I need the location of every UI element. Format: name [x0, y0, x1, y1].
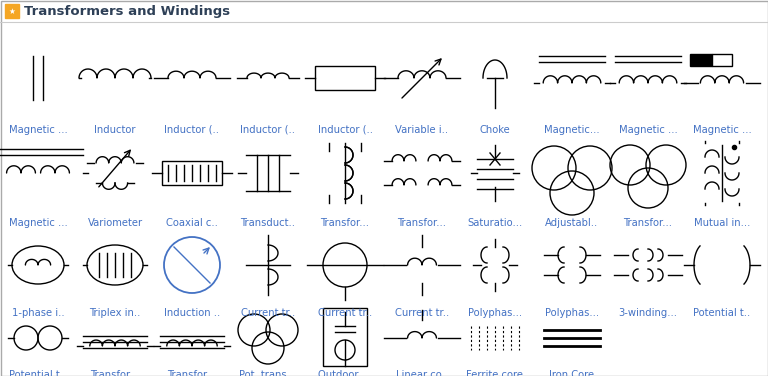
- Bar: [162, 161, 222, 185]
- Text: Inductor: Inductor: [94, 125, 136, 135]
- Text: Ferrite core: Ferrite core: [466, 370, 524, 376]
- Bar: [315, 66, 375, 90]
- Text: Saturatio...: Saturatio...: [468, 218, 523, 228]
- Text: Polyphas...: Polyphas...: [468, 308, 522, 318]
- Text: Pot. trans...: Pot. trans...: [240, 370, 296, 376]
- Text: Choke: Choke: [480, 125, 511, 135]
- Text: Transfor...: Transfor...: [398, 218, 446, 228]
- Text: ★: ★: [8, 6, 15, 15]
- Text: Triplex in..: Triplex in..: [89, 308, 141, 318]
- Bar: [712, 54, 732, 66]
- Text: Magnetic ...: Magnetic ...: [619, 125, 677, 135]
- Text: Transfor...: Transfor...: [167, 370, 217, 376]
- Text: 3-winding...: 3-winding...: [618, 308, 677, 318]
- Text: Variable i..: Variable i..: [396, 125, 449, 135]
- Bar: [323, 308, 367, 366]
- Text: Linear co..: Linear co..: [396, 370, 448, 376]
- Text: Inductor (..: Inductor (..: [164, 125, 220, 135]
- Text: Inductor (..: Inductor (..: [317, 125, 372, 135]
- Text: Polyphas...: Polyphas...: [545, 308, 599, 318]
- Text: 1-phase i..: 1-phase i..: [12, 308, 65, 318]
- Text: Current tr..: Current tr..: [395, 308, 449, 318]
- Text: Magnetic ...: Magnetic ...: [693, 125, 751, 135]
- Text: Transfor...: Transfor...: [320, 218, 369, 228]
- Text: Current tr..: Current tr..: [241, 308, 295, 318]
- Text: Potential t..: Potential t..: [694, 308, 750, 318]
- Bar: [5, 4, 19, 18]
- Text: Magnetic...: Magnetic...: [545, 125, 600, 135]
- Bar: [690, 54, 712, 66]
- Text: Transfor...: Transfor...: [91, 370, 140, 376]
- Text: Iron Core: Iron Core: [549, 370, 594, 376]
- Text: Induction ..: Induction ..: [164, 308, 220, 318]
- Text: Transfor...: Transfor...: [624, 218, 673, 228]
- Text: Variometer: Variometer: [88, 218, 143, 228]
- Text: Outdoor ...: Outdoor ...: [318, 370, 372, 376]
- Text: Inductor (..: Inductor (..: [240, 125, 296, 135]
- Text: Potential t..: Potential t..: [9, 370, 67, 376]
- Text: Adjustabl..: Adjustabl..: [545, 218, 598, 228]
- Text: Transformers and Windings: Transformers and Windings: [24, 5, 230, 18]
- Text: Coaxial c..: Coaxial c..: [166, 218, 218, 228]
- Text: Mutual in...: Mutual in...: [694, 218, 750, 228]
- Text: Magnetic ...: Magnetic ...: [8, 125, 68, 135]
- Text: Transduct..: Transduct..: [240, 218, 296, 228]
- Text: Magnetic ...: Magnetic ...: [8, 218, 68, 228]
- Text: Current tr..: Current tr..: [318, 308, 372, 318]
